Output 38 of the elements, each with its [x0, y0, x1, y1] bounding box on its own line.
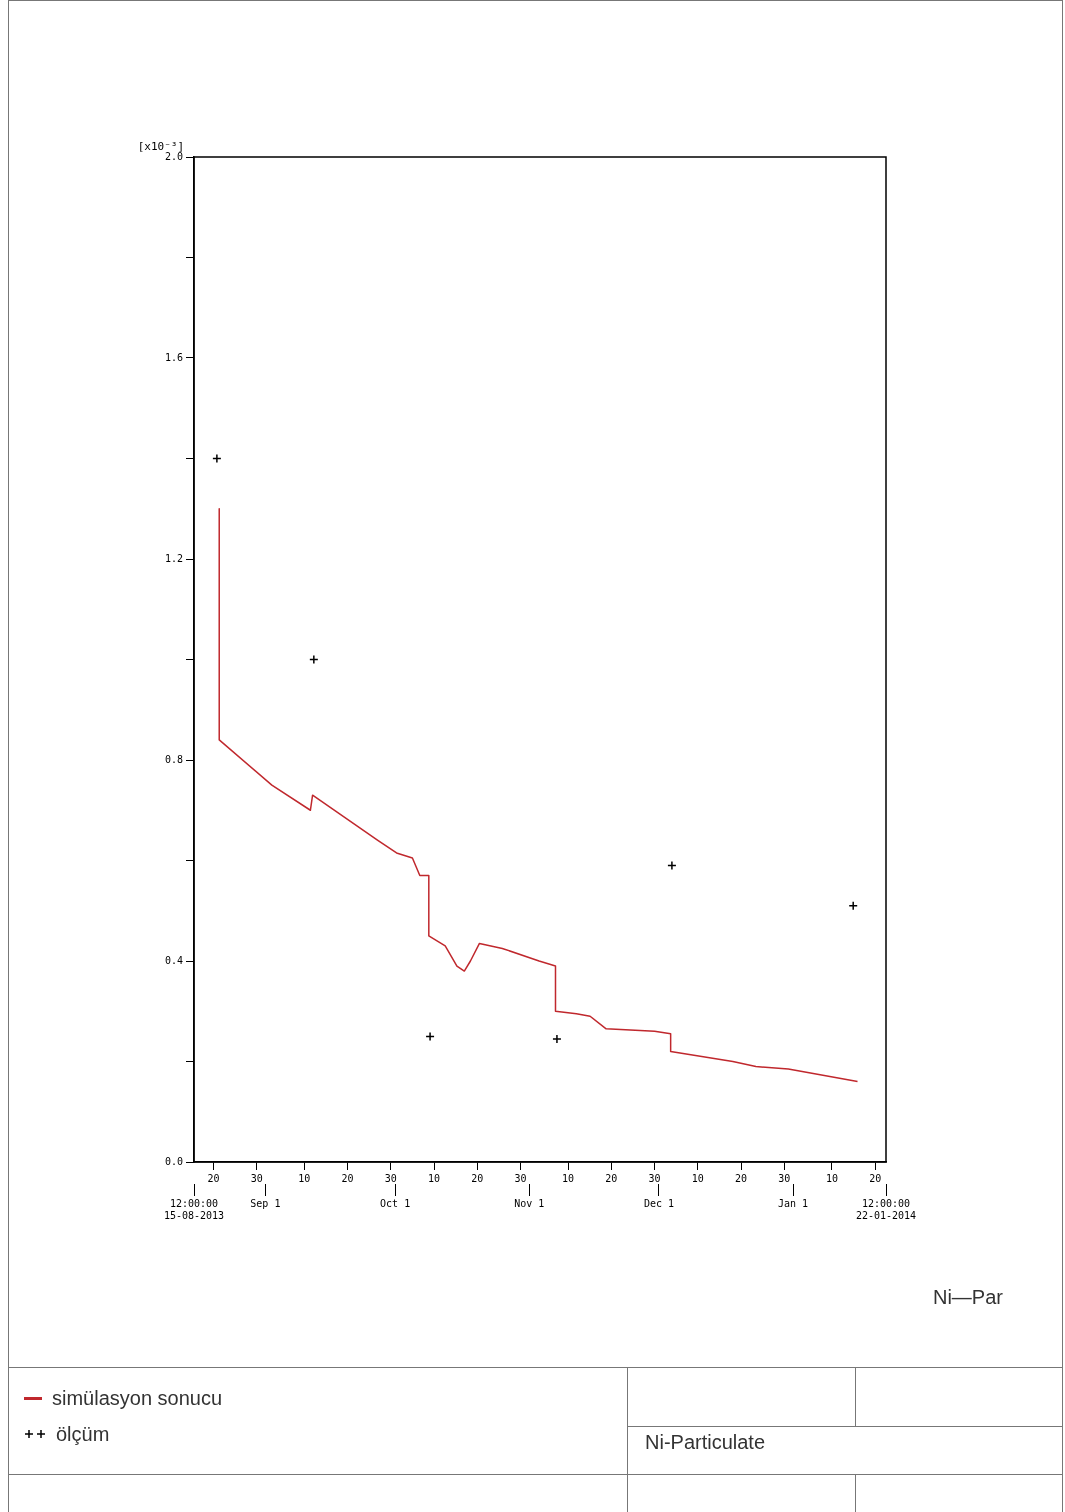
x-tick-label: 20	[869, 1172, 882, 1184]
x-tick-label: 20	[341, 1172, 354, 1184]
text: Ni—Par	[932, 1286, 1003, 1309]
x-tick-label: 20	[207, 1172, 220, 1184]
legend-label: ölçüm	[56, 1422, 110, 1446]
x-tick-label: 30	[778, 1172, 791, 1184]
point	[552, 1034, 562, 1044]
x2-tick-label: Jan 1	[777, 1197, 809, 1209]
point	[425, 1031, 435, 1042]
point	[667, 860, 677, 871]
x-tick-label: 30	[250, 1172, 263, 1184]
y-tick-label: 1.6	[164, 351, 183, 363]
x2-tick-label: Oct 1	[380, 1197, 411, 1209]
x-tick-label: 30	[384, 1172, 397, 1184]
x2-tick-label: 12:00:00 15-08-2013	[163, 1197, 225, 1221]
x2-tick-label: Dec 1	[643, 1197, 674, 1209]
x2-tick-label: Nov 1	[514, 1197, 545, 1209]
x-tick-label: 10	[691, 1172, 704, 1184]
x-tick-label: 10	[562, 1172, 575, 1184]
y-tick-label: 1.2	[164, 552, 183, 564]
x2-tick-label: Sep 1	[250, 1197, 281, 1209]
x-tick-label: 20	[605, 1172, 618, 1184]
x-tick-label: 10	[298, 1172, 311, 1184]
point	[212, 453, 222, 464]
x-tick-label: 10	[428, 1172, 441, 1184]
x-tick-label: 20	[735, 1172, 748, 1184]
x-tick-label: 30	[514, 1172, 527, 1184]
x-tick-label: 30	[648, 1172, 661, 1184]
x-tick-label: 10	[825, 1172, 838, 1184]
y-tick-label: 0.8	[164, 753, 183, 765]
x2-tick-label: 12:00:00 22-01-2014	[855, 1197, 917, 1221]
y-tick-label: 0.0	[164, 1155, 183, 1167]
point	[309, 654, 319, 665]
y-tick-label: 0.4	[164, 954, 183, 966]
legend-label: simülasyon sonucu	[52, 1386, 223, 1410]
text: Ni-Particulate	[645, 1430, 766, 1455]
point	[848, 900, 858, 911]
x-tick-label: 20	[471, 1172, 484, 1184]
